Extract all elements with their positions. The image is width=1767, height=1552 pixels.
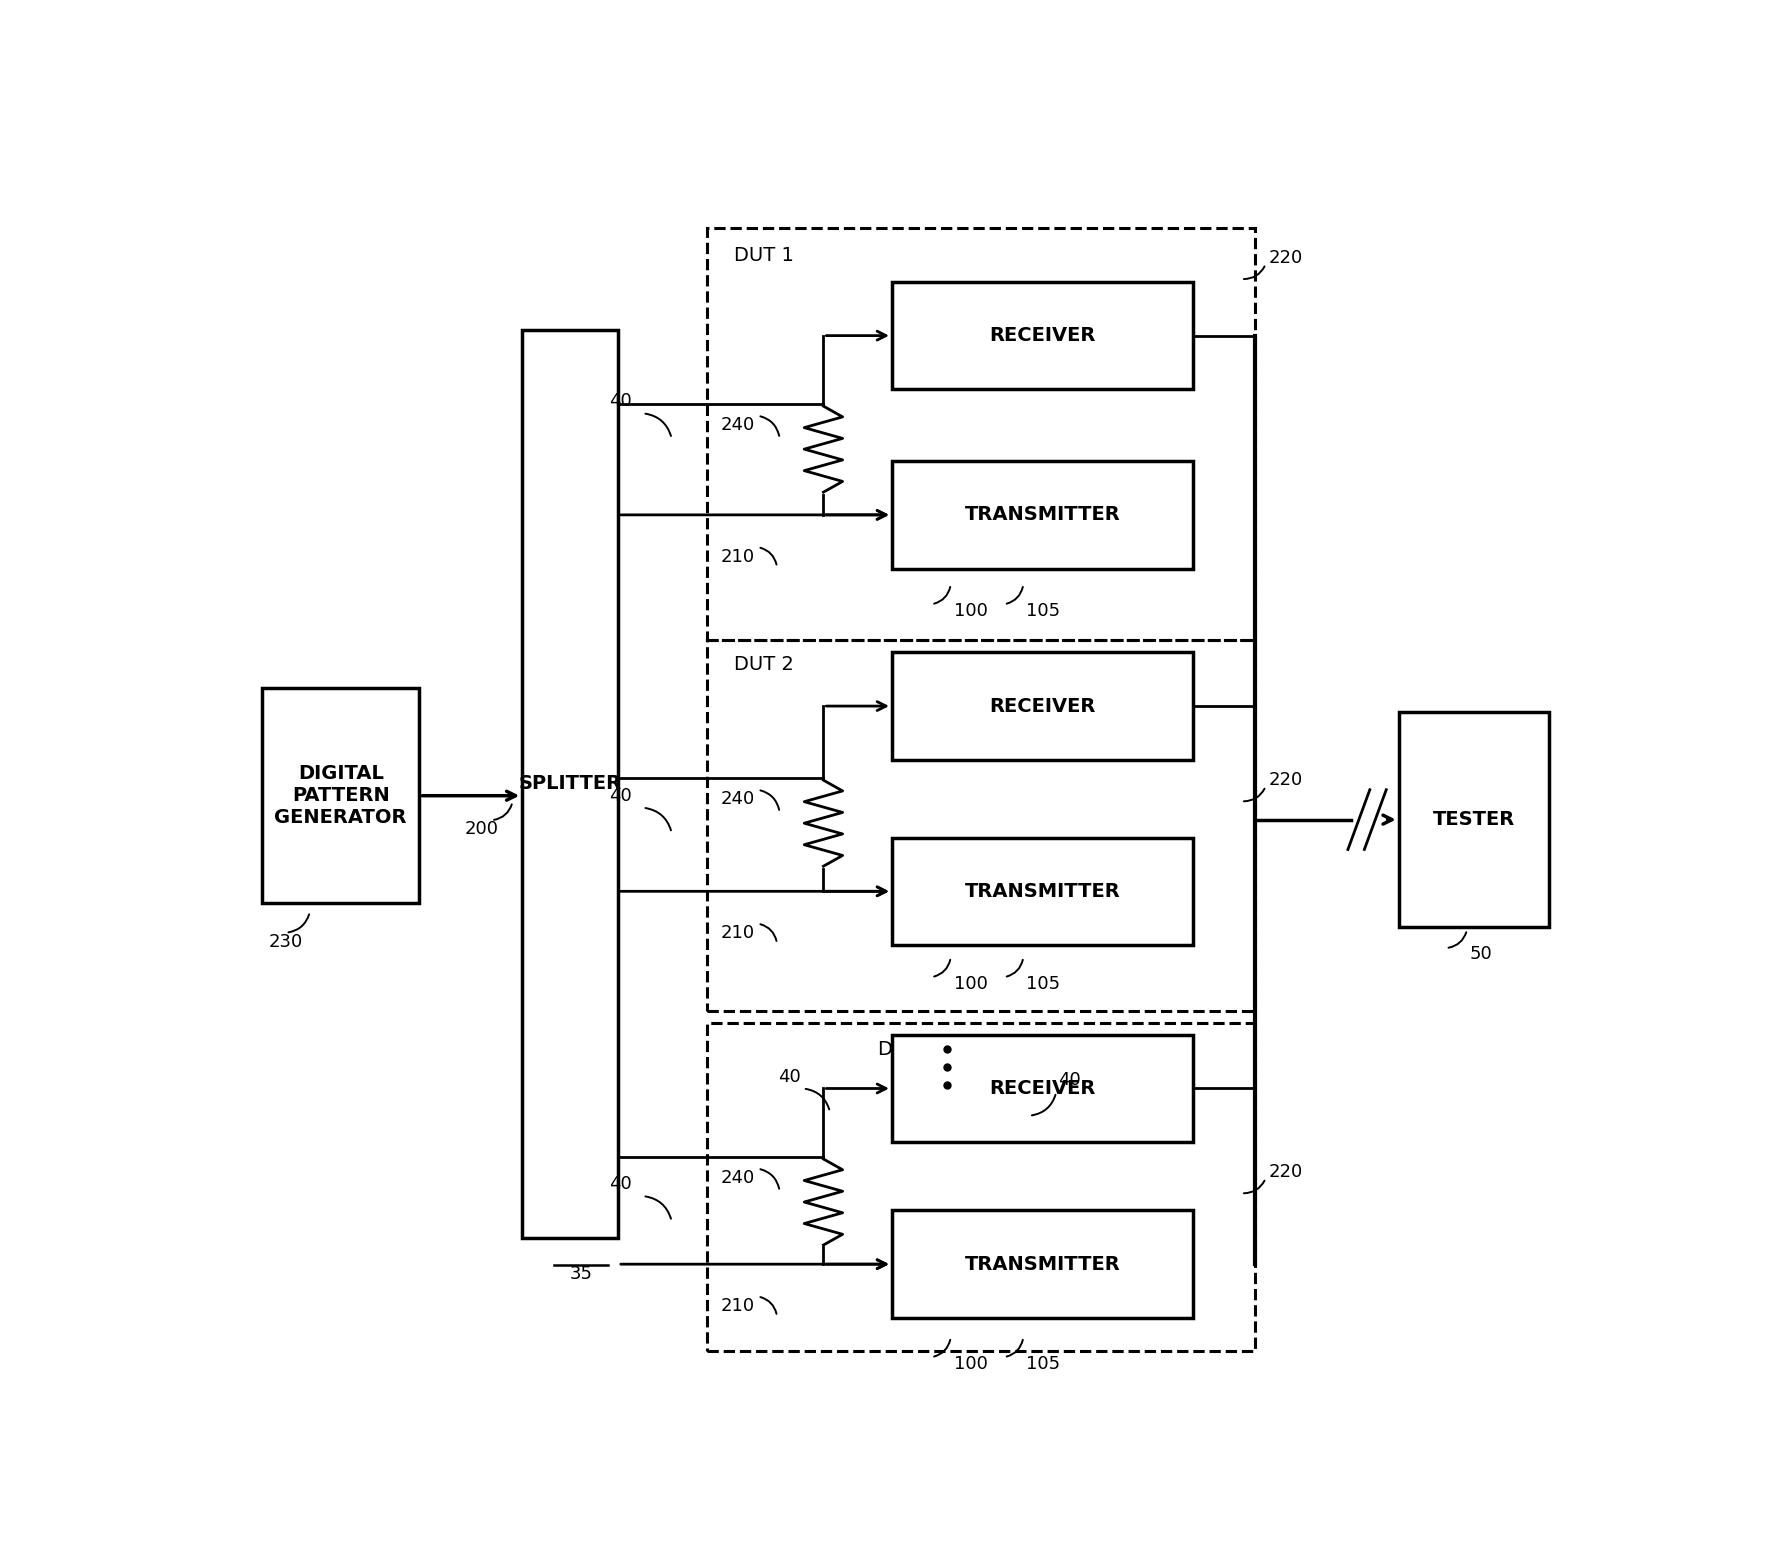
Text: SPLITTER: SPLITTER [518,774,622,793]
Text: DIGITAL
PATTERN
GENERATOR: DIGITAL PATTERN GENERATOR [274,764,406,827]
Text: 100: 100 [954,975,988,993]
Bar [1398,712,1550,927]
Text: 100: 100 [954,1355,988,1374]
Text: TESTER: TESTER [1433,810,1514,829]
Text: RECEIVER: RECEIVER [990,697,1096,715]
Text: 50: 50 [1470,945,1491,964]
Bar [262,688,419,903]
Bar [707,641,1255,1010]
Bar [707,228,1255,641]
Text: 105: 105 [1027,1355,1060,1374]
Text: 40: 40 [610,393,633,410]
Text: TRANSMITTER: TRANSMITTER [965,1254,1120,1274]
Text: 40: 40 [777,1068,800,1085]
Text: 40: 40 [610,787,633,804]
Text: 220: 220 [1269,248,1302,267]
Text: RECEIVER: RECEIVER [990,1079,1096,1097]
Bar [892,1035,1193,1142]
Bar [892,282,1193,390]
Text: 200: 200 [465,819,498,838]
Text: DUT 2: DUT 2 [735,655,795,674]
Text: 40: 40 [610,1175,633,1193]
Text: 240: 240 [721,416,755,435]
Text: DUT 1: DUT 1 [735,247,795,265]
Text: RECEIVER: RECEIVER [990,326,1096,345]
Text: 210: 210 [721,923,755,942]
Text: 240: 240 [721,790,755,809]
Bar [892,838,1193,945]
Text: DUT N: DUT N [878,1040,940,1058]
Bar [892,461,1193,568]
Text: 40: 40 [1058,1071,1081,1090]
Text: 35: 35 [569,1265,592,1284]
Text: 210: 210 [721,1297,755,1315]
Text: 220: 220 [1269,771,1302,788]
Text: 220: 220 [1269,1162,1302,1181]
Bar [707,1023,1255,1352]
Text: 100: 100 [954,602,988,621]
Text: 105: 105 [1027,602,1060,621]
Bar [523,329,618,1238]
Text: 240: 240 [721,1169,755,1187]
Text: 105: 105 [1027,975,1060,993]
Text: TRANSMITTER: TRANSMITTER [965,882,1120,900]
Text: TRANSMITTER: TRANSMITTER [965,506,1120,525]
Bar [892,652,1193,760]
Text: 210: 210 [721,548,755,565]
Text: 230: 230 [269,933,304,951]
Bar [892,1211,1193,1318]
